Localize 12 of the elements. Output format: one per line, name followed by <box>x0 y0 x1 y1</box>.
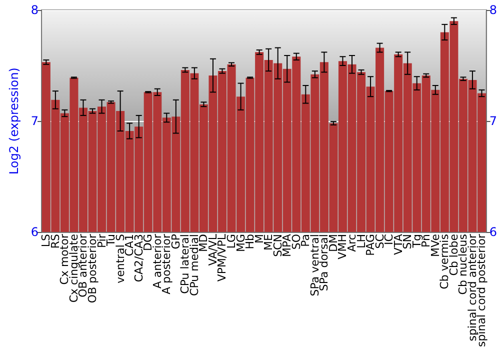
x-tick-label: Arc <box>345 234 358 252</box>
x-tick-label: spinal cord posterior <box>475 234 488 348</box>
y2-tick-label: 8 <box>489 3 498 17</box>
y-tick-label: 6 <box>30 225 39 240</box>
x-tick-label: OB posterior <box>86 234 100 304</box>
y-axis-title: Log2 (expression) <box>7 68 21 175</box>
x-tick-label: A posterior <box>160 234 174 294</box>
x-tick-label: Tg <box>410 234 424 249</box>
y-tick-label: 8 <box>30 3 39 17</box>
y2-tick-label: 6 <box>489 225 498 240</box>
y2-tick-label: 7 <box>489 114 498 128</box>
y-tick-label: 7 <box>30 114 39 128</box>
